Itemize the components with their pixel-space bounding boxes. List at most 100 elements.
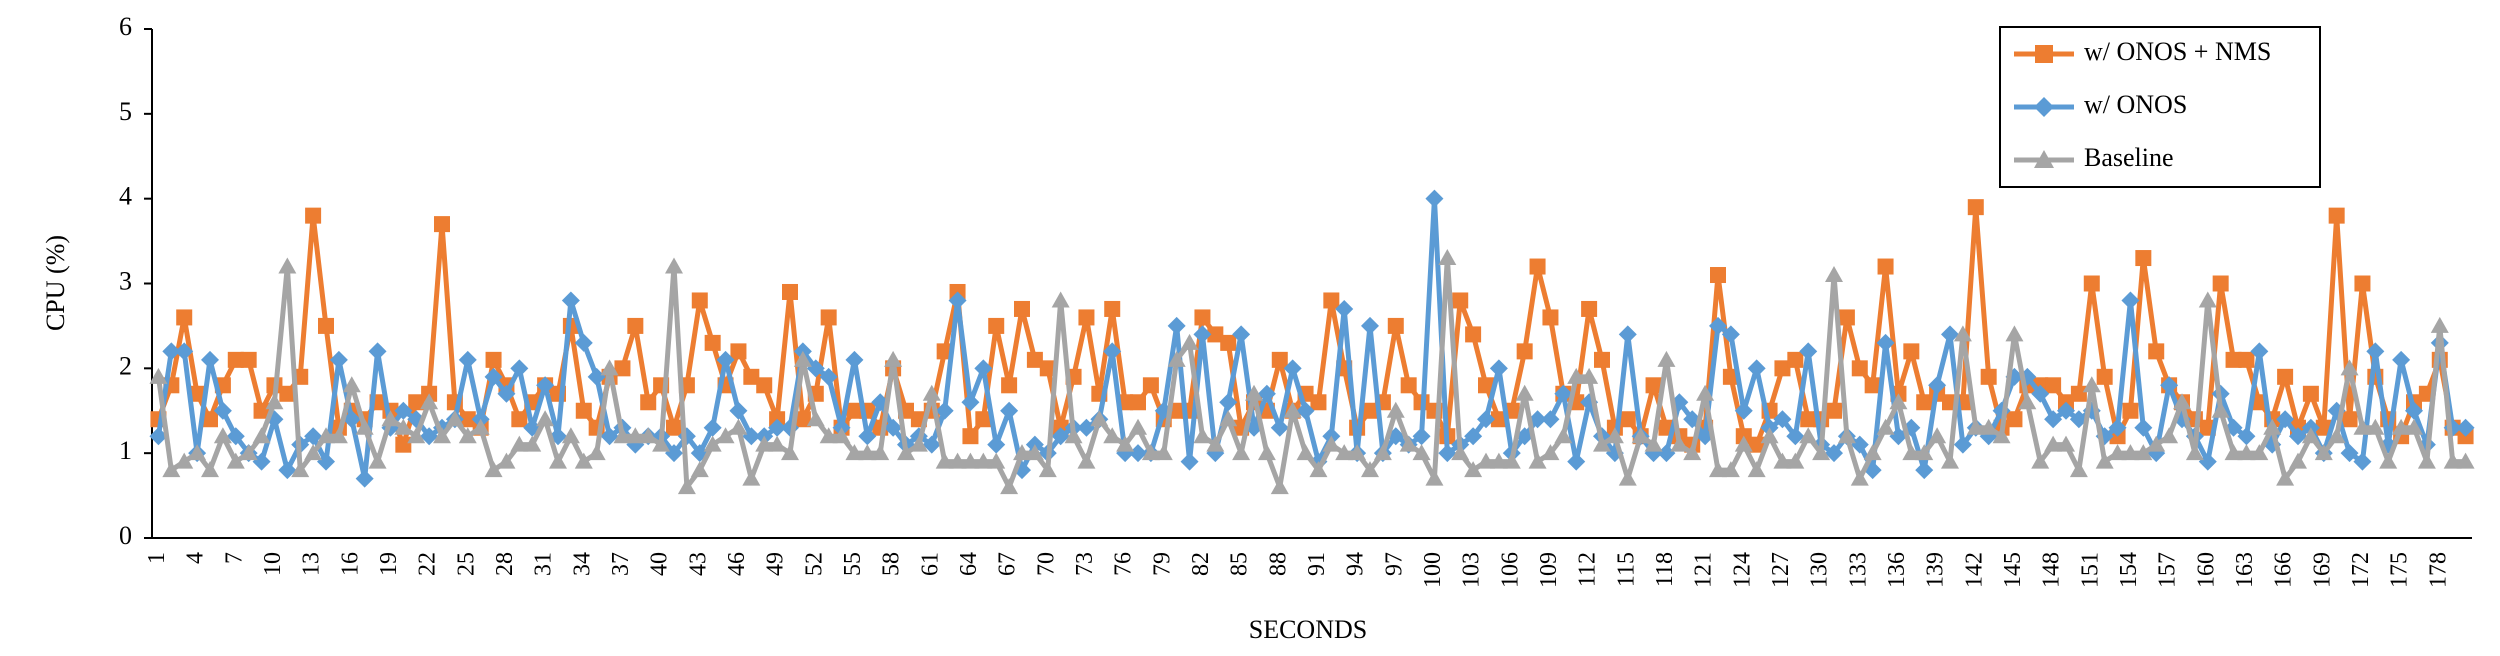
marker-square bbox=[2045, 377, 2062, 394]
marker-diamond bbox=[252, 452, 271, 471]
marker-triangle bbox=[1605, 427, 1624, 444]
marker-triangle bbox=[342, 376, 361, 393]
x-tick-label: 109 bbox=[1536, 552, 1562, 588]
marker-diamond bbox=[2198, 452, 2217, 471]
marker-diamond bbox=[368, 342, 387, 361]
marker-square bbox=[1594, 351, 1610, 368]
marker-triangle bbox=[1863, 444, 1882, 461]
marker-diamond bbox=[329, 350, 348, 369]
x-tick-label: 91 bbox=[1304, 552, 1330, 576]
marker-square bbox=[820, 309, 837, 326]
marker-diamond bbox=[394, 401, 413, 420]
marker-triangle bbox=[433, 427, 451, 444]
marker-triangle bbox=[652, 435, 671, 452]
marker-triangle bbox=[1528, 452, 1547, 469]
marker-diamond bbox=[1528, 410, 1547, 429]
marker-diamond bbox=[2353, 452, 2372, 471]
marker-square bbox=[2122, 402, 2139, 419]
marker-triangle bbox=[858, 444, 877, 461]
marker-square bbox=[2277, 368, 2294, 385]
marker-square bbox=[691, 292, 708, 309]
marker-triangle bbox=[2443, 452, 2462, 469]
marker-triangle bbox=[1541, 444, 1560, 461]
marker-triangle bbox=[1090, 410, 1109, 427]
marker-square bbox=[1104, 300, 1121, 317]
marker-square bbox=[2006, 411, 2023, 428]
marker-square bbox=[1400, 377, 1417, 394]
marker-triangle bbox=[1683, 444, 1702, 461]
marker-triangle bbox=[1129, 418, 1147, 435]
marker-square bbox=[1478, 377, 1494, 394]
marker-triangle bbox=[1966, 418, 1985, 435]
marker-square bbox=[2238, 351, 2255, 368]
marker-triangle bbox=[175, 452, 194, 469]
marker-triangle bbox=[304, 444, 323, 461]
marker-triangle bbox=[1451, 444, 1470, 461]
marker-triangle bbox=[549, 452, 567, 469]
marker-diamond bbox=[2276, 410, 2295, 429]
marker-triangle bbox=[1799, 427, 1818, 444]
x-tick-label: 43 bbox=[685, 552, 711, 576]
marker-square bbox=[975, 411, 992, 428]
marker-square bbox=[1014, 300, 1030, 317]
marker-triangle bbox=[1322, 435, 1341, 452]
marker-diamond bbox=[510, 359, 529, 378]
x-tick-label: 106 bbox=[1497, 552, 1523, 588]
marker-triangle bbox=[1361, 461, 1379, 478]
marker-square bbox=[988, 317, 1005, 334]
marker-diamond bbox=[201, 350, 219, 369]
marker-square bbox=[1877, 258, 1894, 275]
x-tick-label: 1 bbox=[144, 552, 170, 564]
marker-square bbox=[1490, 411, 1507, 428]
marker-triangle bbox=[1760, 427, 1779, 444]
marker-square bbox=[1980, 368, 1997, 385]
marker-square bbox=[782, 283, 798, 300]
marker-triangle bbox=[1747, 461, 1766, 478]
marker-diamond bbox=[1167, 316, 1186, 335]
marker-diamond bbox=[2057, 401, 2075, 420]
marker-diamond bbox=[574, 333, 593, 352]
marker-triangle bbox=[2379, 452, 2398, 469]
marker-triangle bbox=[574, 452, 593, 469]
marker-diamond bbox=[149, 427, 168, 446]
marker-triangle bbox=[639, 427, 658, 444]
x-tick-label: 4 bbox=[183, 552, 209, 564]
marker-square bbox=[962, 428, 979, 445]
marker-diamond bbox=[1876, 333, 1895, 352]
marker-triangle bbox=[2327, 427, 2346, 444]
marker-triangle bbox=[1593, 435, 1611, 452]
marker-square bbox=[1078, 309, 1095, 326]
marker-triangle bbox=[1554, 427, 1573, 444]
marker-triangle bbox=[2250, 444, 2269, 461]
marker-square bbox=[666, 419, 682, 436]
marker-triangle bbox=[1567, 367, 1586, 384]
marker-diamond bbox=[858, 427, 877, 446]
marker-triangle bbox=[703, 435, 722, 452]
marker-diamond bbox=[1051, 427, 1070, 446]
marker-diamond bbox=[317, 452, 335, 471]
marker-triangle bbox=[201, 461, 219, 478]
x-tick-label: 61 bbox=[917, 552, 943, 576]
marker-diamond bbox=[2405, 401, 2423, 420]
marker-triangle bbox=[1850, 469, 1869, 486]
marker-triangle bbox=[1399, 435, 1418, 452]
x-tick-label: 160 bbox=[2193, 552, 2219, 588]
legend-label: w/ ONOS + NMS bbox=[2084, 37, 2271, 66]
marker-diamond bbox=[819, 367, 838, 386]
marker-triangle bbox=[755, 435, 774, 452]
marker-square bbox=[1542, 309, 1559, 326]
marker-triangle bbox=[1309, 461, 1328, 478]
x-tick-label: 100 bbox=[1420, 552, 1446, 588]
x-tick-label: 178 bbox=[2425, 552, 2451, 588]
marker-triangle bbox=[1064, 427, 1083, 444]
y-tick-label: 6 bbox=[119, 12, 132, 41]
marker-diamond bbox=[716, 350, 735, 369]
marker-triangle bbox=[2005, 325, 2024, 342]
marker-triangle bbox=[2224, 444, 2243, 461]
x-tick-label: 7 bbox=[221, 552, 247, 564]
marker-square bbox=[2225, 351, 2242, 368]
x-tick-label: 52 bbox=[801, 552, 827, 576]
marker-triangle bbox=[329, 427, 348, 444]
x-tick-label: 85 bbox=[1227, 552, 1253, 576]
marker-square bbox=[459, 411, 476, 428]
